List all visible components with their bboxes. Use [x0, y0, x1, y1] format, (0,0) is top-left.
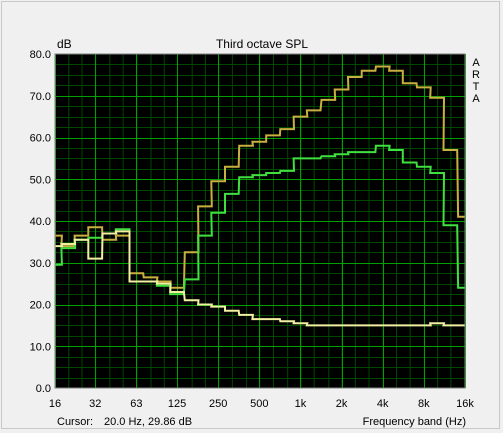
x-tick-label: 8k — [418, 398, 430, 410]
y-tick-label: 40.0 — [30, 216, 51, 228]
x-tick-label: 63 — [130, 398, 142, 410]
plot-border — [54, 53, 466, 389]
series-line-2 — [55, 144, 465, 296]
y-tick-labels: 0.0 10.0 20.0 30.0 40.0 50.0 60.0 70.0 80.0 — [30, 49, 51, 395]
cursor-readout: 20.0 Hz, 29.86 dB — [104, 416, 192, 428]
x-tick-label: 250 — [209, 398, 227, 410]
x-tick-label: 16 — [49, 398, 61, 410]
side-label-letter: A — [472, 57, 480, 69]
x-tick-label: 125 — [168, 398, 186, 410]
y-tick-label: 0.0 — [36, 383, 51, 395]
y-tick-label: 30.0 — [30, 258, 51, 270]
series-line-1 — [55, 65, 465, 289]
y-tick-label: 20.0 — [30, 300, 51, 312]
y-tick-label: 10.0 — [30, 341, 51, 353]
x-axis-label: Frequency band (Hz) — [363, 416, 466, 428]
side-label-letter: R — [472, 69, 480, 81]
x-tick-label: 16k — [456, 398, 474, 410]
y-axis-label: dB — [57, 37, 72, 51]
side-label-letter: T — [473, 81, 480, 93]
series-line-3 — [55, 230, 465, 327]
y-tick-label: 60.0 — [30, 133, 51, 145]
y-tick-label: 70.0 — [30, 91, 51, 103]
y-tick-label: 50.0 — [30, 174, 51, 186]
chart-title: Third octave SPL — [216, 37, 308, 51]
x-tick-label: 32 — [89, 398, 101, 410]
x-tick-label: 2k — [336, 398, 348, 410]
x-tick-label: 500 — [250, 398, 268, 410]
x-tick-label: 1k — [295, 398, 307, 410]
x-tick-labels: 16 32 63 125 250 500 1k 2k 4k 8k 16k — [49, 398, 474, 410]
series-layer — [55, 65, 465, 327]
x-tick-label: 4k — [377, 398, 389, 410]
y-tick-label: 80.0 — [30, 49, 51, 61]
side-label-letter: A — [472, 93, 480, 105]
cursor-label: Cursor: — [57, 416, 93, 428]
